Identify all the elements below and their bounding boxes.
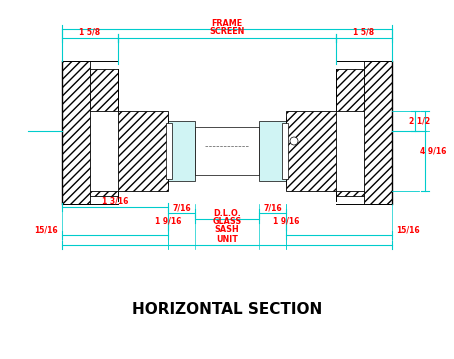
Polygon shape [90, 191, 118, 196]
Text: 7/16: 7/16 [172, 204, 191, 213]
Text: 4 9/16: 4 9/16 [420, 146, 446, 155]
Text: 15/16: 15/16 [35, 225, 58, 234]
Polygon shape [336, 69, 364, 111]
Text: HORIZONTAL SECTION: HORIZONTAL SECTION [132, 302, 322, 317]
Bar [195, 127, 259, 175]
Text: 1 3/16: 1 3/16 [102, 196, 128, 205]
Polygon shape [62, 61, 90, 204]
Text: 1 5/8: 1 5/8 [79, 28, 101, 37]
Polygon shape [336, 191, 364, 196]
Bar [168, 121, 195, 181]
Polygon shape [364, 61, 392, 204]
Bar [259, 121, 286, 181]
Text: 15/16: 15/16 [396, 225, 419, 234]
Text: 1 5/8: 1 5/8 [353, 28, 375, 37]
Text: 2 1/2: 2 1/2 [410, 117, 430, 126]
Text: 7/16: 7/16 [263, 204, 282, 213]
Text: D.L.O.: D.L.O. [213, 210, 241, 219]
Bar [282, 123, 288, 179]
Text: GLASS: GLASS [212, 216, 242, 225]
Polygon shape [286, 111, 336, 191]
Circle shape [290, 137, 298, 145]
Text: FRAME: FRAME [212, 19, 242, 28]
Polygon shape [118, 111, 168, 191]
Text: SASH: SASH [215, 225, 239, 234]
Bar [166, 123, 172, 179]
Text: SCREEN: SCREEN [209, 28, 245, 37]
Polygon shape [90, 69, 118, 111]
Text: UNIT: UNIT [216, 236, 238, 244]
Text: 1 9/16: 1 9/16 [155, 216, 181, 225]
Text: 1 9/16: 1 9/16 [273, 216, 299, 225]
